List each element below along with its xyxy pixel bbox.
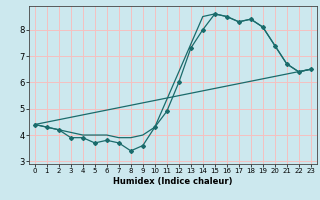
X-axis label: Humidex (Indice chaleur): Humidex (Indice chaleur)	[113, 177, 233, 186]
